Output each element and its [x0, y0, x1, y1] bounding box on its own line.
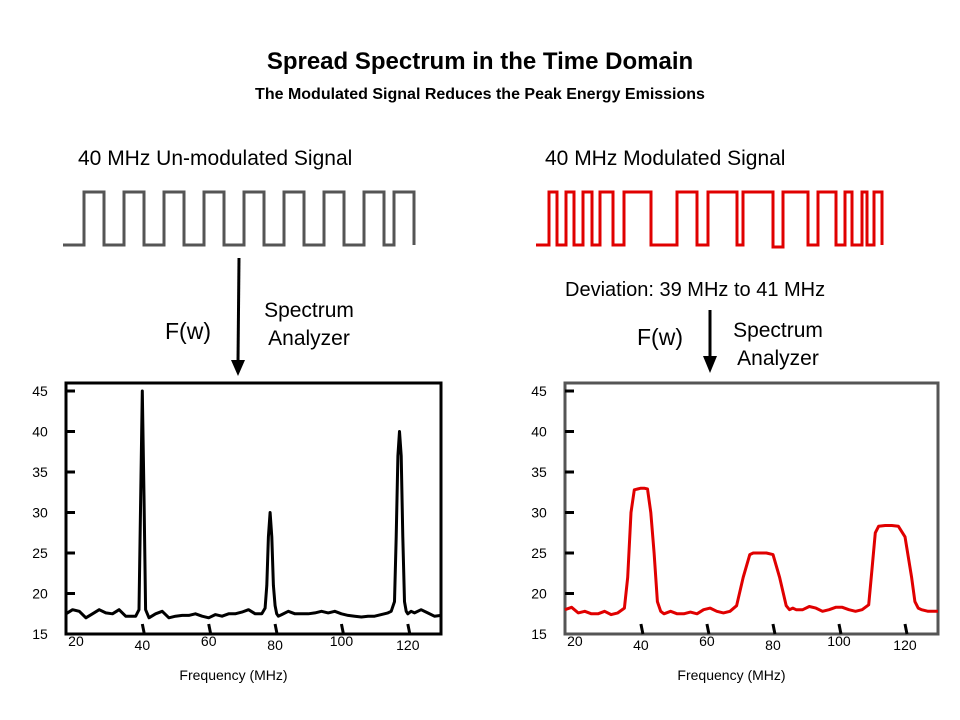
modulated-waveform — [536, 190, 884, 249]
x-tick-label-60: 60 — [699, 633, 715, 649]
x-tick-label-120: 120 — [893, 637, 917, 653]
x-tick-120 — [406, 623, 412, 635]
x-tick-label-80: 80 — [765, 637, 781, 653]
x-tick-100 — [837, 623, 843, 635]
y-tick-label-35: 35 — [32, 464, 48, 480]
page-title: Spread Spectrum in the Time Domain — [266, 48, 694, 75]
x-tick-120 — [903, 623, 909, 635]
x-tick-40 — [639, 623, 645, 635]
y-tick-label-20: 20 — [531, 586, 547, 602]
unmodulated-signal-label: 40 MHz Un-modulated Signal — [78, 147, 353, 170]
right-analyzer-line2: Analyzer — [737, 347, 819, 370]
x-tick-80 — [273, 623, 279, 635]
page-subtitle: The Modulated Signal Reduces the Peak En… — [255, 86, 705, 103]
x-tick-label-100: 100 — [827, 633, 851, 649]
right-analyzer-label: Spectrum Analyzer — [708, 317, 848, 373]
y-tick-label-25: 25 — [32, 545, 48, 561]
x-tick-60 — [705, 623, 711, 635]
unmodulated-spectrum-chart: 15 20 25 30 35 40 45 20 40 60 80 100 120 Frequency (M… — [32, 381, 443, 683]
y-tick-label-20: 20 — [32, 586, 48, 602]
y-tick-label-30: 30 — [531, 505, 547, 521]
x-tick-label-120: 120 — [396, 637, 420, 653]
x-tick-label-20: 20 — [567, 633, 583, 649]
left-arrow-icon — [231, 257, 245, 376]
plot-frame — [64, 381, 443, 636]
y-tick-label-40: 40 — [32, 424, 48, 440]
y-tick-label-35: 35 — [531, 464, 547, 480]
unmodulated-spectrum-trace — [65, 389, 442, 620]
right-arrow-icon — [703, 310, 717, 373]
deviation-label: Deviation: 39 MHz to 41 MHz — [565, 279, 826, 301]
unmodulated-waveform — [63, 190, 416, 247]
x-tick-80 — [771, 623, 777, 635]
x-tick-label-40: 40 — [633, 637, 649, 653]
y-tick-label-25: 25 — [531, 545, 547, 561]
modulated-spectrum-trace — [564, 486, 938, 617]
arrows — [231, 257, 717, 376]
x-axis-label: Frequency (MHz) — [179, 667, 287, 683]
left-analyzer-label: Spectrum Analyzer — [239, 297, 379, 353]
left-analyzer-line2: Analyzer — [268, 327, 350, 350]
x-tick-60 — [207, 623, 213, 635]
waveforms — [63, 190, 884, 249]
modulated-signal-label: 40 MHz Modulated Signal — [545, 147, 786, 170]
plot-frame — [563, 381, 940, 636]
y-tick-label-30: 30 — [32, 505, 48, 521]
modulated-spectrum-chart: 15 20 25 30 35 40 45 20 40 60 80 100 120 Frequency (M… — [531, 381, 940, 683]
y-tick-label-40: 40 — [531, 424, 547, 440]
x-axis-label: Frequency (MHz) — [677, 667, 785, 683]
y-tick-label-15: 15 — [531, 626, 547, 642]
left-analyzer-line1: Spectrum — [264, 299, 354, 322]
x-tick-label-40: 40 — [135, 637, 151, 653]
x-tick-label-60: 60 — [201, 633, 217, 649]
y-tick-label-45: 45 — [32, 383, 48, 399]
right-transform-label: F(w) — [637, 324, 683, 350]
x-tick-label-80: 80 — [267, 637, 283, 653]
x-tick-40 — [140, 623, 146, 635]
x-tick-100 — [339, 623, 345, 635]
x-tick-label-20: 20 — [68, 633, 84, 649]
left-transform-label: F(w) — [165, 318, 211, 344]
x-tick-label-100: 100 — [330, 633, 354, 649]
y-tick-label-15: 15 — [32, 626, 48, 642]
right-analyzer-line1: Spectrum — [733, 319, 823, 342]
y-tick-label-45: 45 — [531, 383, 547, 399]
